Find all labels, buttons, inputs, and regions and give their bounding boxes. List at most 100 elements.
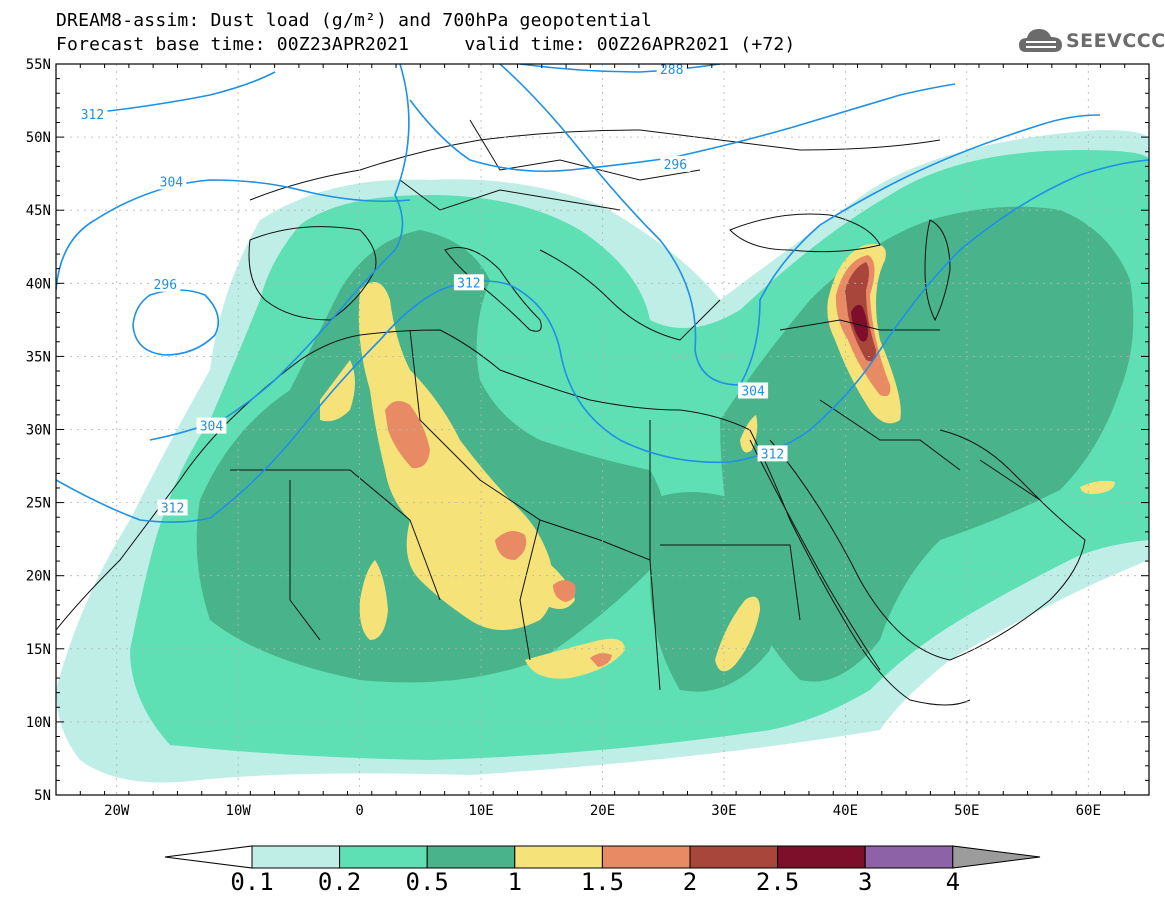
map-title: DREAM8-assim: Dust load (g/m²) and 700hP…	[56, 10, 652, 31]
colorbar-arrow-low	[164, 845, 253, 869]
persian-gulf-coastline	[939, 429, 1041, 501]
dust-level-1-iran	[1080, 480, 1115, 495]
contour-label-bg	[77, 106, 108, 123]
contour-label-bg	[660, 155, 691, 172]
contour-label: 312	[761, 447, 784, 462]
colorbar-swatch	[864, 845, 954, 869]
colorbar-label: 1	[507, 868, 523, 896]
lon-label: 20E	[590, 803, 615, 819]
dust-level-1-mali	[359, 560, 388, 640]
dust-level-1.5-chad	[590, 653, 612, 667]
lat-label: 5N	[34, 788, 51, 804]
contour-304-east	[499, 64, 1101, 386]
contour-304-north	[56, 179, 411, 291]
colorbar-label: 0.5	[405, 868, 449, 896]
cloud-logo-icon	[1019, 29, 1062, 52]
country-border-2	[409, 329, 651, 561]
lat-label: 55N	[26, 57, 51, 73]
dust-level-1.5-tibesti	[553, 580, 576, 602]
contour-label-bg	[656, 64, 687, 77]
black-sea-coastline	[729, 213, 881, 253]
country-border-10	[469, 119, 701, 181]
lon-label: 0	[355, 803, 363, 819]
colorbar-swatch	[251, 845, 341, 869]
axis-labels: 55N 50N 45N 40N 35N 30N 25N 20N 15N 10N 5N 20W 10W 0 1…	[26, 57, 1101, 819]
contour-labels: 312 304 296 304 312 312 304 312 296 288	[77, 64, 788, 516]
lon-label: 40E	[833, 803, 858, 819]
contour-312-north	[99, 71, 276, 113]
dust-level-0.5-east	[720, 206, 1134, 682]
lon-label: 60E	[1076, 803, 1101, 819]
contour-label-bg	[150, 275, 181, 292]
lat-label: 35N	[26, 349, 51, 365]
brand-text: SEEVCCC	[1066, 30, 1165, 52]
colorbar	[164, 845, 1041, 869]
lat-label: 10N	[26, 715, 51, 731]
lon-label: 10E	[468, 803, 493, 819]
seevccc-logo: SEEVCCC	[1018, 26, 1165, 56]
contour-296-closed	[132, 289, 220, 356]
contour-label: 312	[457, 276, 480, 291]
dust-level-1.5-algeria	[385, 401, 430, 469]
contour-label-bg	[156, 173, 187, 190]
colorbar-label: 4	[945, 868, 961, 896]
colorbar-label: 3	[857, 868, 873, 896]
contour-label: 312	[81, 108, 104, 123]
forecast-times: Forecast base time: 00Z23APR2021 valid t…	[56, 34, 796, 55]
lat-label: 20N	[26, 569, 51, 585]
colorbar-swatch	[426, 845, 516, 869]
lon-label: 20W	[104, 803, 130, 819]
lat-label: 30N	[26, 423, 51, 439]
graticule	[56, 64, 1149, 795]
country-border-3	[649, 420, 661, 691]
lon-label: 50E	[954, 803, 979, 819]
country-border-9	[399, 179, 621, 211]
country-border-6	[660, 544, 801, 621]
colorbar-label: 2.5	[755, 868, 800, 896]
country-border-4	[519, 519, 541, 661]
country-border-1	[230, 469, 441, 601]
europe-coastline	[249, 129, 941, 201]
africa-coastline	[56, 329, 971, 706]
iberia-coastline	[248, 226, 377, 321]
country-border-7	[819, 399, 961, 471]
contour-label-bg	[453, 274, 484, 291]
colorbar-swatch	[339, 845, 428, 869]
contour-label: 296	[664, 158, 687, 173]
balkans-coastline	[539, 249, 721, 341]
lat-label: 40N	[26, 276, 51, 292]
axis-ticks	[55, 63, 1150, 796]
dust-level-0.5-sahel	[650, 492, 778, 692]
lat-label: 50N	[26, 130, 51, 146]
contour-label: 304	[741, 384, 765, 399]
colorbar-swatch	[689, 845, 779, 869]
lon-label: 30E	[711, 803, 736, 819]
colorbar-swatch	[777, 845, 866, 869]
country-border-5	[289, 480, 321, 641]
colorbar-label: 1.5	[580, 868, 625, 896]
contour-label: 304	[200, 420, 224, 435]
colorbar-swatch	[514, 845, 603, 869]
dust-level-2.5-iraq	[851, 304, 868, 342]
contour-label-bg	[157, 499, 188, 516]
coastlines-and-borders	[56, 119, 1086, 706]
contour-312-south	[56, 159, 1149, 523]
dust-level-1-sinai	[740, 415, 758, 453]
lon-label: 10W	[226, 803, 252, 819]
contour-label-bg	[757, 445, 788, 462]
dust-level-1-sudan	[715, 596, 760, 672]
colorbar-swatch	[601, 845, 691, 869]
colorbar-arrow-high	[952, 845, 1041, 869]
arabia-coastline	[769, 439, 1086, 661]
contour-label: 312	[161, 501, 184, 516]
colorbar-label: 2	[682, 868, 698, 896]
colorbar-label: 0.1	[230, 868, 274, 896]
contour-label-bg	[196, 417, 227, 434]
contour-label-bg	[738, 382, 769, 399]
caspian-coastline	[924, 219, 951, 322]
contour-288	[519, 64, 721, 73]
lat-label: 15N	[26, 642, 51, 658]
colorbar-label: 0.2	[317, 868, 362, 896]
contour-label: 304	[160, 175, 184, 190]
